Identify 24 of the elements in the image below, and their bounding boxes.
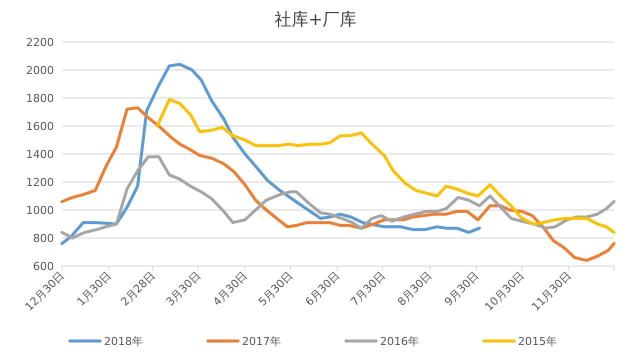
x-tick-label: 9月30日 [442,268,482,309]
y-tick-label: 2000 [26,64,54,77]
y-tick-label: 800 [33,232,54,245]
y-tick-label: 1200 [26,176,54,189]
legend-label: 2017年 [242,335,281,348]
y-tick-label: 1600 [26,120,54,133]
y-tick-label: 1000 [26,204,54,217]
x-tick-label: 3月30日 [164,268,204,309]
x-tick-label: 8月30日 [395,268,435,309]
legend-label: 2016年 [380,335,419,348]
x-tick-label: 10月30日 [482,268,527,314]
y-tick-label: 1800 [26,92,54,105]
x-tick-label: 2月28日 [118,268,158,309]
y-tick-label: 2200 [26,36,54,49]
title: 社库+厂库 [274,10,357,30]
legend-label: 2015年 [518,335,557,348]
x-tick-label: 4月30日 [210,268,250,309]
x-tick-label: 11月30日 [529,268,574,314]
x-tick-label: 7月30日 [348,268,388,309]
y-tick-label: 1400 [26,148,54,161]
x-tick-label: 6月30日 [302,268,342,309]
legend-label: 2018年 [104,335,143,348]
x-tick-label: 1月30日 [74,268,114,309]
x-tick-label: 5月30日 [256,268,296,309]
